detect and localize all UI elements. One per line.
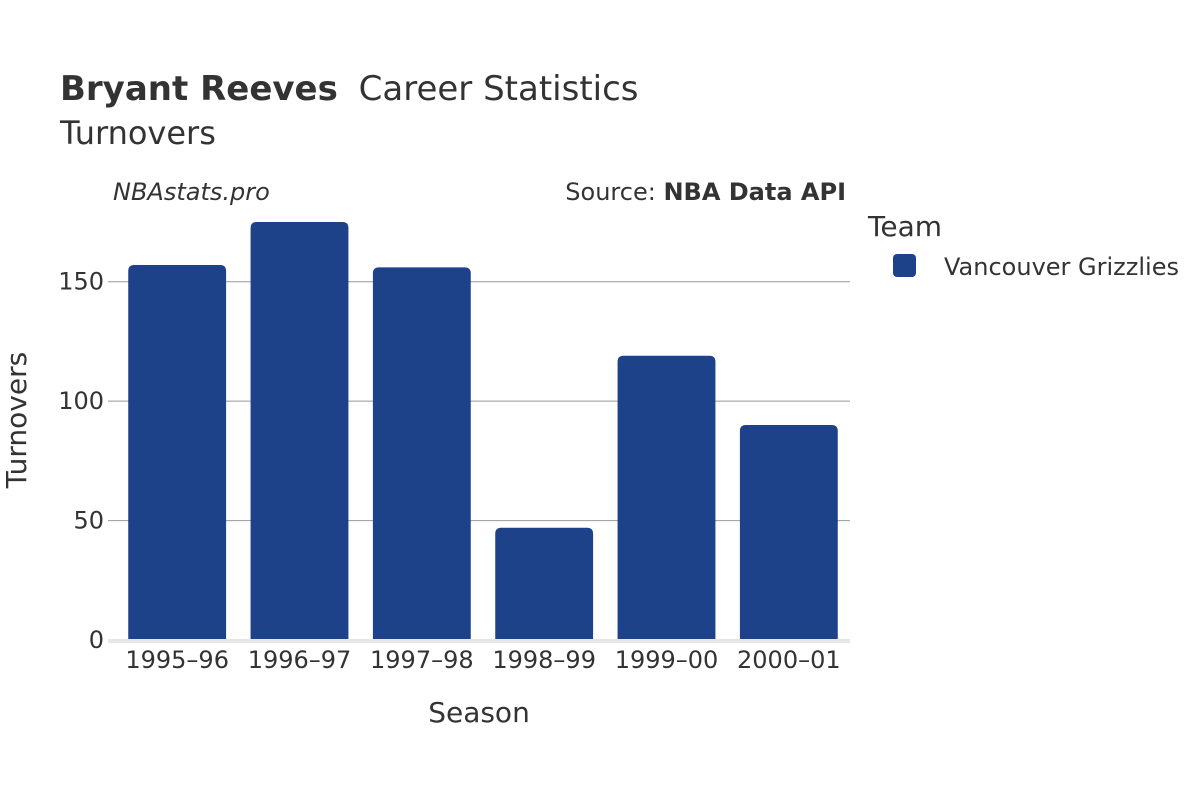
x-tick-label: 1996–97 [248,646,352,674]
watermark-label: NBAstats.pro [113,178,270,206]
x-tick-label: 1997–98 [370,646,474,674]
chart-title-player: Bryant Reeves [60,69,338,109]
bar-1995–96[interactable] [128,264,227,640]
bar-1996–97[interactable] [250,222,349,640]
legend-title: Team [867,210,942,243]
bar-2000–01[interactable] [739,425,838,640]
bar-1999–00[interactable] [617,355,716,640]
source-label: Source: NBA Data API [565,178,846,206]
chart-title: Bryant Reeves Career Statistics [60,69,639,109]
x-tick-label: 1999–00 [615,646,719,674]
x-tick-label: 1998–99 [492,646,596,674]
x-tick-label: 2000–01 [737,646,841,674]
y-tick-labels: 0 50 100 150 [58,268,104,654]
y-axis-title: Turnovers [0,352,33,489]
legend-swatch[interactable] [893,254,916,277]
x-axis-title: Season [428,696,530,729]
bar-1997–98[interactable] [372,267,471,640]
x-tick-label: 1995–96 [125,646,229,674]
gridlines [108,281,850,522]
source-name: NBA Data API [663,178,846,206]
chart-title-rest: Career Statistics [359,69,639,109]
y-tick-label: 50 [73,507,104,535]
y-tick-label: 0 [89,626,104,654]
bar-1998–99[interactable] [495,527,594,640]
legend: Vancouver Grizzlies [893,253,1179,281]
bars [128,222,838,640]
y-tick-label: 100 [58,387,104,415]
source-prefix: Source: [565,178,663,206]
legend-label[interactable]: Vancouver Grizzlies [944,253,1179,281]
y-tick-label: 150 [58,268,104,296]
chart-subtitle: Turnovers [59,114,216,152]
x-tick-labels: 1995–96 1996–97 1997–98 1998–99 1999–00 2000–… [125,646,840,674]
